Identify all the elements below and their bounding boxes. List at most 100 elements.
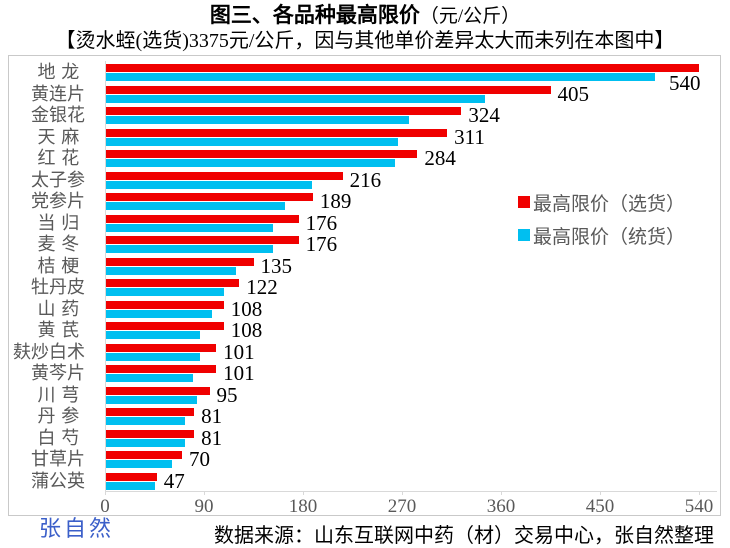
value-label: 176: [305, 210, 338, 235]
category-label: 甘草片: [31, 449, 85, 469]
bar-unified: [105, 159, 396, 167]
bar-selected: [105, 85, 551, 94]
category-label: 黄连片: [31, 83, 85, 104]
bar-unified: [105, 331, 200, 339]
data-source-note: 数据来源：山东互联网中药（材）交易中心，张自然整理: [214, 525, 714, 547]
bar-selected: [105, 365, 217, 373]
bar-unified: [105, 288, 224, 296]
bar-unified: [105, 374, 193, 382]
bar-selected: [105, 150, 418, 158]
value-label: 108: [230, 318, 263, 342]
category-label: 太子参: [31, 169, 85, 190]
x-tick-mark: [105, 491, 106, 495]
bar-unified: [105, 116, 409, 124]
category-label: 当归: [37, 212, 85, 233]
x-axis-line: [105, 491, 717, 492]
bar-unified: [105, 417, 186, 425]
bar-unified: [105, 481, 155, 490]
x-tick-mark: [204, 491, 205, 495]
bar-unified: [105, 352, 200, 361]
category-label: 黄芩片: [31, 363, 85, 383]
value-label: 311: [454, 124, 485, 149]
bar-selected: [105, 107, 462, 115]
bar-selected: [105, 343, 217, 352]
legend-label-unified: 最高限价（统货）: [533, 226, 686, 248]
bar-unified: [105, 266, 236, 275]
bar-selected: [105, 257, 254, 266]
legend-item-unified: 最高限价（统货）: [518, 223, 686, 248]
bar-unified: [105, 395, 198, 404]
x-tick-mark: [402, 491, 403, 495]
category-label: 牡丹皮: [31, 277, 85, 297]
value-label: 47: [163, 468, 185, 493]
value-label: 216: [349, 167, 382, 192]
category-label: 蒲公英: [31, 470, 85, 491]
category-label: 白芍: [37, 427, 85, 448]
bar-selected: [105, 64, 699, 72]
x-tick-label: 180: [288, 496, 318, 517]
bar-unified: [105, 460, 173, 468]
x-tick-mark: [501, 491, 502, 495]
value-label: 108: [230, 296, 263, 321]
chart-title-main: 图三、各品种最高限价: [209, 4, 420, 27]
bar-unified: [105, 202, 286, 210]
category-label: 麦冬: [37, 234, 85, 254]
bar-selected: [105, 300, 224, 309]
x-tick-label: 0: [100, 496, 110, 517]
legend-label-selected: 最高限价（选货）: [533, 193, 686, 215]
value-label: 405: [557, 81, 590, 106]
value-label: 324: [468, 103, 500, 127]
chart-frame: 地龙 540 黄连片 405 金银花 324 天麻 311 红花 284 太子参 216 党参片 189 当…: [8, 55, 721, 541]
category-label: 红花: [37, 148, 85, 168]
value-label: 176: [305, 232, 338, 256]
chart-title-unit: （元/公斤）: [419, 6, 521, 27]
x-tick-label: 540: [684, 496, 714, 517]
value-label: 101: [223, 361, 255, 385]
y-axis-line: [105, 61, 106, 491]
bar-selected: [105, 472, 157, 481]
category-label: 麸炒白术: [13, 341, 85, 362]
bar-selected: [105, 408, 195, 416]
category-label: 丹参: [37, 406, 85, 426]
bar-selected: [105, 193, 313, 201]
value-label: 95: [216, 382, 238, 407]
bar-selected: [105, 322, 224, 330]
x-tick-mark: [699, 491, 700, 495]
bar-unified: [105, 309, 212, 318]
x-tick-label: 270: [387, 496, 417, 517]
value-label: 284: [424, 146, 456, 170]
legend: 最高限价（选货） 最高限价（统货）: [518, 190, 685, 256]
watermark: 张自然: [39, 516, 115, 541]
value-label: 540: [669, 71, 701, 95]
bar-unified: [105, 180, 312, 189]
bar-selected: [105, 128, 448, 137]
bar-selected: [105, 236, 299, 244]
bar-unified: [105, 94, 485, 103]
bar-unified: [105, 223, 274, 232]
bar-unified: [105, 73, 655, 81]
bar-selected: [105, 171, 343, 180]
bar-unified: [105, 137, 398, 146]
chart-subtitle: 【烫水蛭(选货)3375元/公斤，因与其他单价差异太大而未列在本图中】: [55, 30, 675, 52]
value-label: 189: [319, 189, 352, 213]
category-label: 山药: [37, 298, 85, 319]
x-tick-label: 450: [585, 496, 615, 517]
value-label: 70: [189, 447, 210, 471]
bar-selected: [105, 279, 240, 287]
chart-title: 图三、各品种最高限价（元/公斤）: [0, 3, 730, 30]
category-label: 桔梗: [37, 255, 85, 276]
value-label: 122: [246, 275, 278, 299]
bar-selected: [105, 386, 210, 395]
x-tick-label: 90: [194, 496, 214, 517]
bar-unified: [105, 245, 274, 253]
bar-selected: [105, 451, 182, 459]
category-label: 党参片: [31, 191, 85, 211]
legend-swatch: [518, 196, 530, 208]
category-label: 天麻: [37, 126, 85, 147]
category-label: 金银花: [31, 105, 85, 125]
x-tick-mark: [600, 491, 601, 495]
category-label: 黄芪: [37, 320, 85, 340]
x-tick-mark: [303, 491, 304, 495]
bar-unified: [105, 438, 186, 447]
